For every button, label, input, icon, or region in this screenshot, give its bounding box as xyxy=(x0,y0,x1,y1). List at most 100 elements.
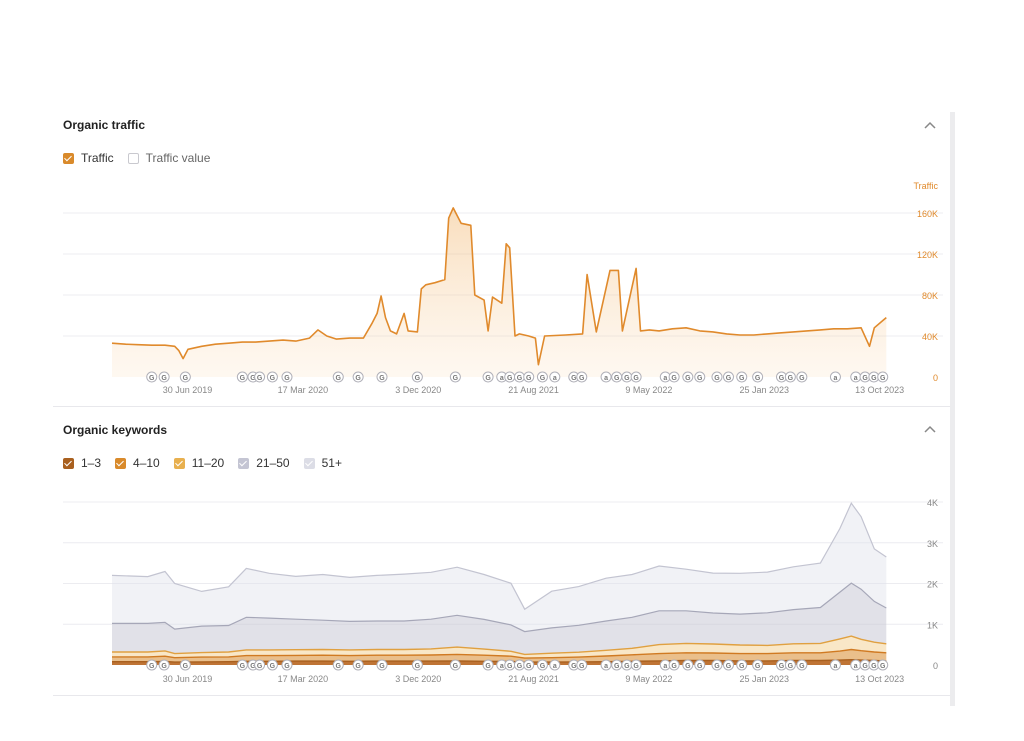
legend-item-pos-21-50[interactable]: 21–50 xyxy=(238,456,290,470)
traffic-update-marker[interactable]: G xyxy=(523,371,535,383)
traffic-update-marker[interactable]: G xyxy=(576,371,588,383)
keywords-update-marker[interactable]: G xyxy=(611,659,623,671)
keywords-update-marker[interactable]: G xyxy=(179,659,191,671)
svg-text:G: G xyxy=(485,663,491,670)
svg-text:G: G xyxy=(149,663,155,670)
keywords-update-marker[interactable]: G xyxy=(722,659,734,671)
traffic-update-marker[interactable]: a xyxy=(600,371,612,383)
keywords-update-marker[interactable]: G xyxy=(504,659,516,671)
keywords-update-marker[interactable]: G xyxy=(630,659,642,671)
keywords-update-marker[interactable]: G xyxy=(376,659,388,671)
legend-item-pos-1-3[interactable]: 1–3 xyxy=(63,456,101,470)
keywords-update-marker[interactable]: G xyxy=(281,659,293,671)
pos-21-50-checkbox[interactable] xyxy=(238,457,250,469)
legend-label-pos-11-20: 11–20 xyxy=(191,456,225,470)
keywords-update-marker[interactable]: G xyxy=(736,659,748,671)
traffic-update-marker[interactable]: G xyxy=(411,371,423,383)
keywords-update-marker[interactable]: G xyxy=(576,659,588,671)
keywords-update-marker[interactable]: G xyxy=(668,659,680,671)
svg-text:G: G xyxy=(183,375,189,382)
keywords-update-marker[interactable]: a xyxy=(829,659,841,671)
traffic-update-marker[interactable]: G xyxy=(482,371,494,383)
svg-text:a: a xyxy=(500,663,504,670)
traffic-update-marker[interactable]: G xyxy=(784,371,796,383)
keywords-update-marker[interactable]: a xyxy=(549,659,561,671)
keywords-update-marker[interactable]: G xyxy=(711,659,723,671)
keywords-update-marker[interactable]: a xyxy=(600,659,612,671)
traffic-update-marker[interactable]: G xyxy=(796,371,808,383)
traffic-update-marker[interactable]: G xyxy=(682,371,694,383)
pos-11-20-checkbox[interactable] xyxy=(173,457,185,469)
keywords-update-marker[interactable]: G xyxy=(784,659,796,671)
keywords-update-marker[interactable]: G xyxy=(513,659,525,671)
keywords-line-pos-51-plus xyxy=(111,502,887,611)
traffic-update-marker[interactable]: G xyxy=(536,371,548,383)
keywords-update-marker[interactable]: G xyxy=(796,659,808,671)
svg-text:a: a xyxy=(833,375,837,382)
traffic-update-marker[interactable]: G xyxy=(736,371,748,383)
traffic-update-marker[interactable]: G xyxy=(449,371,461,383)
traffic-update-marker[interactable]: G xyxy=(877,371,889,383)
traffic-update-marker[interactable]: G xyxy=(146,371,158,383)
legend-item-pos-11-20[interactable]: 11–20 xyxy=(173,456,225,470)
keywords-update-marker[interactable]: G xyxy=(236,659,248,671)
traffic-update-marker[interactable]: G xyxy=(694,371,706,383)
keywords-xtick-label: 9 May 2022 xyxy=(625,674,672,684)
keywords-update-marker[interactable]: G xyxy=(752,659,764,671)
traffic-update-marker[interactable]: G xyxy=(711,371,723,383)
keywords-update-marker[interactable]: a xyxy=(850,659,862,671)
keywords-update-marker[interactable]: G xyxy=(266,659,278,671)
pos-4-10-checkbox[interactable] xyxy=(115,457,127,469)
svg-text:G: G xyxy=(624,663,630,670)
keywords-update-marker[interactable]: G xyxy=(536,659,548,671)
svg-text:a: a xyxy=(604,375,608,382)
keywords-update-marker[interactable]: G xyxy=(254,659,266,671)
keywords-update-marker[interactable]: G xyxy=(523,659,535,671)
pos-51-plus-checkbox[interactable] xyxy=(303,457,315,469)
legend-item-traffic[interactable]: Traffic xyxy=(63,151,114,165)
legend-label-pos-4-10: 4–10 xyxy=(133,456,160,470)
svg-text:G: G xyxy=(571,663,577,670)
keywords-update-marker[interactable]: G xyxy=(158,659,170,671)
traffic-update-marker[interactable]: G xyxy=(352,371,364,383)
keywords-update-marker[interactable]: G xyxy=(694,659,706,671)
keywords-update-marker[interactable]: G xyxy=(411,659,423,671)
traffic-update-marker[interactable]: G xyxy=(630,371,642,383)
traffic-update-marker[interactable]: a xyxy=(659,371,671,383)
legend-item-pos-4-10[interactable]: 4–10 xyxy=(115,456,160,470)
traffic-update-marker[interactable]: G xyxy=(158,371,170,383)
keywords-update-marker[interactable]: G xyxy=(482,659,494,671)
pos-1-3-checkbox[interactable] xyxy=(63,457,74,469)
traffic-checkbox[interactable] xyxy=(63,152,74,164)
traffic-update-marker[interactable]: G xyxy=(668,371,680,383)
traffic-update-marker[interactable]: G xyxy=(236,371,248,383)
svg-text:G: G xyxy=(755,375,761,382)
traffic-update-marker[interactable]: G xyxy=(254,371,266,383)
legend-item-pos-51-plus[interactable]: 51+ xyxy=(303,456,342,470)
legend-item-traffic-value[interactable]: Traffic value xyxy=(127,151,210,165)
traffic-value-checkbox[interactable] xyxy=(127,152,139,164)
keywords-update-marker[interactable]: G xyxy=(449,659,461,671)
organic-keywords-title: Organic keywords xyxy=(63,423,168,437)
keywords-update-marker[interactable]: G xyxy=(332,659,344,671)
traffic-ytick-label: 160K xyxy=(917,209,938,219)
traffic-update-marker[interactable]: G xyxy=(752,371,764,383)
keywords-update-marker[interactable]: G xyxy=(621,659,633,671)
traffic-ytick-label: 0 xyxy=(933,373,938,383)
keywords-update-marker[interactable]: G xyxy=(682,659,694,671)
traffic-update-marker[interactable]: a xyxy=(549,371,561,383)
traffic-update-marker[interactable]: a xyxy=(829,371,841,383)
traffic-update-marker[interactable]: G xyxy=(332,371,344,383)
keywords-update-marker[interactable]: G xyxy=(352,659,364,671)
traffic-update-marker[interactable]: G xyxy=(376,371,388,383)
svg-text:a: a xyxy=(553,375,557,382)
keywords-update-marker[interactable]: G xyxy=(146,659,158,671)
traffic-update-marker[interactable]: G xyxy=(611,371,623,383)
traffic-update-marker[interactable]: G xyxy=(722,371,734,383)
keywords-update-marker[interactable]: G xyxy=(877,659,889,671)
traffic-collapse-chevron-up-icon[interactable] xyxy=(923,120,937,130)
traffic-update-marker[interactable]: G xyxy=(179,371,191,383)
keywords-collapse-chevron-up-icon[interactable] xyxy=(923,424,937,434)
traffic-update-marker[interactable]: G xyxy=(281,371,293,383)
traffic-update-marker[interactable]: G xyxy=(266,371,278,383)
